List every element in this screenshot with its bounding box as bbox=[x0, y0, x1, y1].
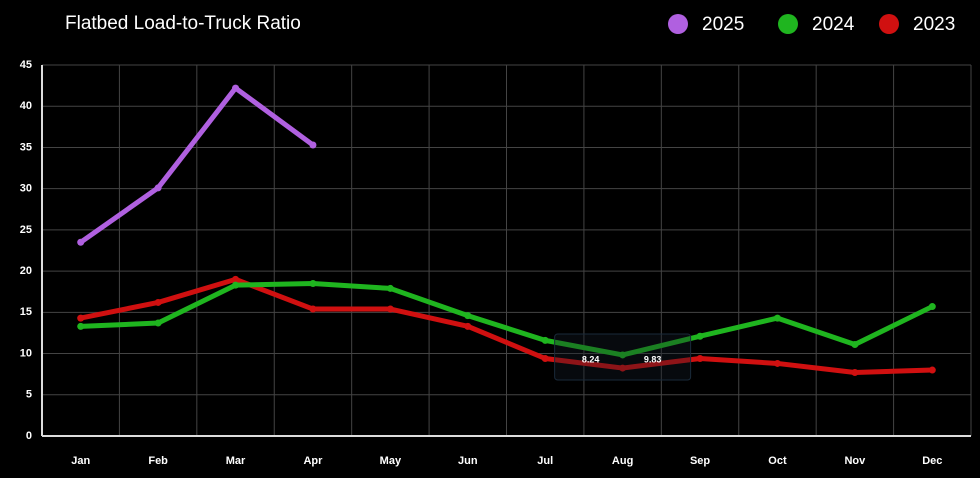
y-tick-label: 0 bbox=[26, 430, 32, 442]
point bbox=[77, 314, 85, 322]
tooltip-value: 9.83 bbox=[644, 354, 662, 364]
x-tick-label: Nov bbox=[844, 455, 866, 467]
legend-marker bbox=[879, 14, 899, 34]
chart-title: Flatbed Load-to-Truck Ratio bbox=[65, 13, 301, 34]
point bbox=[619, 351, 627, 359]
y-tick-label: 30 bbox=[20, 183, 32, 195]
y-tick-label: 25 bbox=[20, 224, 32, 236]
point bbox=[773, 314, 781, 322]
x-tick-label: Sep bbox=[690, 455, 710, 467]
point bbox=[773, 359, 781, 367]
x-tick-label: Jun bbox=[458, 455, 478, 467]
y-tick-label: 5 bbox=[26, 389, 32, 401]
point bbox=[541, 355, 549, 363]
point bbox=[309, 141, 317, 149]
x-tick-label: Jan bbox=[71, 455, 90, 467]
point bbox=[386, 305, 394, 313]
y-tick-label: 40 bbox=[20, 100, 32, 112]
x-tick-label: Oct bbox=[768, 455, 787, 467]
series-line bbox=[78, 280, 935, 358]
tooltip-value: 8.24 bbox=[582, 354, 600, 364]
tooltip-box bbox=[554, 333, 692, 381]
point bbox=[464, 312, 472, 320]
y-tick-label: 10 bbox=[20, 347, 32, 359]
y-tick-label: 45 bbox=[20, 59, 32, 71]
point bbox=[232, 281, 240, 289]
x-tick-label: Mar bbox=[226, 455, 246, 467]
point bbox=[851, 340, 859, 348]
point bbox=[232, 84, 240, 92]
point bbox=[309, 279, 317, 287]
x-tick-label: Dec bbox=[922, 455, 942, 467]
legend-marker bbox=[668, 14, 688, 34]
point bbox=[77, 322, 85, 330]
legend-marker bbox=[778, 14, 798, 34]
point bbox=[154, 184, 162, 192]
legend-label: 2024 bbox=[812, 14, 855, 35]
point bbox=[232, 275, 240, 283]
point bbox=[928, 303, 936, 311]
x-tick-label: Apr bbox=[303, 455, 323, 467]
x-tick-label: Feb bbox=[148, 455, 168, 467]
point bbox=[619, 364, 627, 372]
point bbox=[464, 322, 472, 330]
point bbox=[696, 332, 704, 340]
point bbox=[386, 284, 394, 292]
series-line bbox=[78, 85, 316, 245]
x-tick-label: May bbox=[380, 455, 402, 467]
point bbox=[77, 238, 85, 246]
legend-label: 2025 bbox=[702, 14, 744, 35]
point bbox=[154, 319, 162, 327]
point bbox=[541, 336, 549, 344]
point bbox=[309, 305, 317, 313]
point bbox=[851, 369, 859, 377]
x-tick-label: Jul bbox=[537, 455, 553, 467]
y-tick-label: 15 bbox=[20, 306, 32, 318]
legend-label: 2023 bbox=[913, 14, 955, 35]
y-tick-label: 20 bbox=[20, 265, 32, 277]
point bbox=[928, 366, 936, 374]
point bbox=[696, 355, 704, 363]
x-tick-label: Aug bbox=[612, 455, 633, 467]
y-tick-label: 35 bbox=[20, 141, 32, 153]
series-line bbox=[78, 276, 935, 376]
point bbox=[154, 298, 162, 306]
